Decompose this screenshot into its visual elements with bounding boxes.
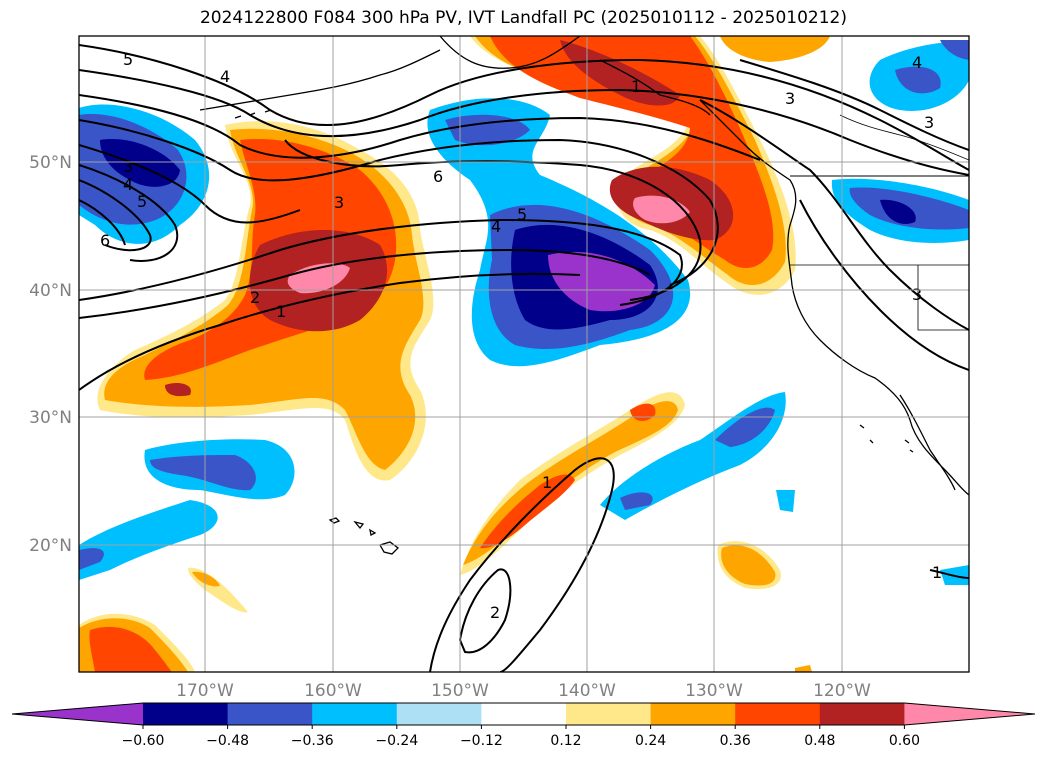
colorbar-tick-label: −0.12 [460,733,503,749]
lon-label: 150°W [431,681,489,701]
lat-label: 40°N [29,281,72,301]
contour-label: 3 [334,193,344,212]
contour-label: 6 [100,231,110,250]
colorbar-segment [227,703,313,725]
lon-label: 160°W [304,681,362,701]
positive-anomaly-west [97,121,434,481]
colorbar-tick-label: −0.60 [122,733,165,749]
colorbar-tick-label: 0.48 [804,733,835,749]
negative-anomaly-center [427,98,691,367]
colorbar-tick-label: 0.36 [720,733,751,749]
positive-anomaly-subtropics [79,392,812,672]
lon-label: 130°W [685,681,743,701]
lon-label: 140°W [558,681,616,701]
contour-label: 3 [785,89,795,108]
contour-label: 4 [491,217,501,236]
lat-label: 20°N [29,536,72,556]
lon-label: 170°W [176,681,234,701]
colorbar-segment [312,703,398,725]
colorbar-tick-label: −0.24 [375,733,418,749]
contour-label: 4 [220,67,230,86]
map-border [78,35,970,673]
map-content: 5 4 3 4 5 6 3 2 1 6 5 4 1 3 4 3 3 1 2 1 [79,36,969,672]
colorbar-segment [566,703,652,725]
colorbar: −0.60 −0.48 −0.36 −0.24 −0.12 0.12 0.24 0.36 0.4… [11,702,1036,749]
contour-label: 6 [433,167,443,186]
contour-label: 3 [912,285,922,304]
contour-label: 2 [490,603,500,622]
lon-label: 120°W [813,681,871,701]
lat-label: 50°N [29,153,72,173]
contour-label: 1 [542,473,552,492]
contour-label: 3 [123,157,133,176]
gridlines [79,36,969,672]
contour-label: 5 [123,50,133,69]
negative-anomaly-west [79,104,210,244]
contour-label: 5 [137,192,147,211]
contour-label: 5 [517,205,527,224]
colorbar-segment [650,703,736,725]
colorbar-segment [819,703,905,725]
plot-title: 2024122800 F084 300 hPa PV, IVT Landfall… [199,8,847,28]
colorbar-tick-label: 0.24 [635,733,666,749]
longitude-labels: 170°W 160°W 150°W 140°W 130°W 120°W [176,681,871,701]
contour-label: 2 [250,288,260,307]
pv-contours [79,44,969,672]
contour-label: 4 [912,53,922,72]
colorbar-extend-max [904,703,1035,725]
contour-label: 1 [932,563,942,582]
colorbar-tick-label: −0.48 [206,733,249,749]
colorbar-tick-label: 0.12 [550,733,581,749]
colorbar-segment [143,703,229,725]
contour-label: 1 [276,302,286,321]
contour-label: 4 [123,175,133,194]
negative-anomaly-east [831,178,969,243]
contour-labels: 5 4 3 4 5 6 3 2 1 6 5 4 1 3 4 3 3 1 2 1 [100,50,942,622]
colorbar-extend-min [12,703,143,725]
lat-label: 30°N [29,408,72,428]
latitude-labels: 50°N 40°N 30°N 20°N [29,153,72,556]
colorbar-tick-label: 0.60 [889,733,920,749]
colorbar-segment [481,703,567,725]
negative-anomaly-northeast [869,40,969,111]
colorbar-tick-label: −0.36 [291,733,334,749]
contour-label: 1 [631,77,641,96]
colorbar-segment [735,703,821,725]
negative-anomaly-subtropics [79,392,969,585]
colorbar-segment [396,703,482,725]
coastlines [199,36,969,555]
contour-label: 3 [924,113,934,132]
